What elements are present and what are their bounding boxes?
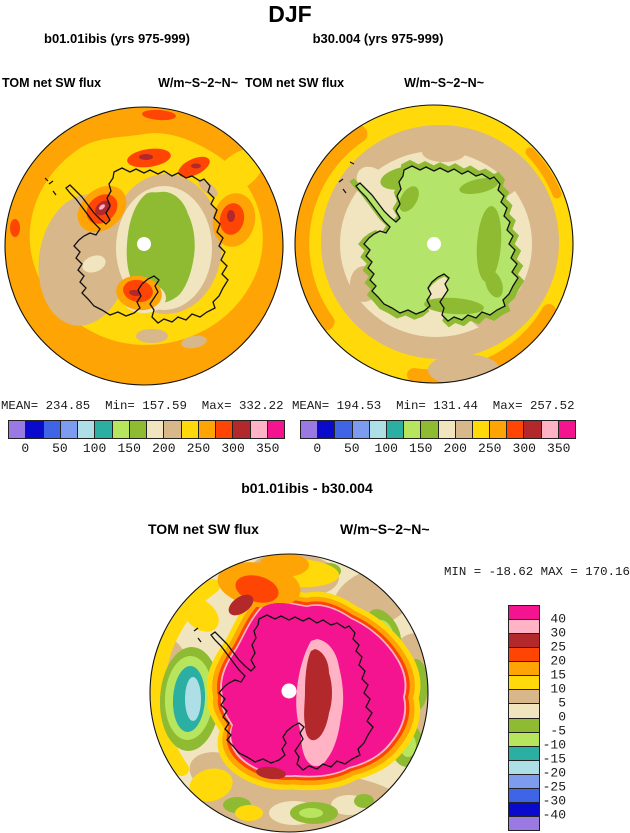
panel-b-stats: MEAN= 194.53 Min= 131.44 Max= 257.52 bbox=[292, 399, 575, 413]
panel-a-subtitle: b01.01ibis (yrs 975-999) bbox=[44, 31, 190, 46]
panel-a-units-label: W/m~S~2~N~ bbox=[158, 76, 238, 90]
panel-a-stats: MEAN= 234.85 Min= 157.59 Max= 332.22 bbox=[1, 399, 284, 413]
colorbar-panel-b-ticks: 0 50 100 150 200 250 300 350 bbox=[313, 441, 571, 456]
panel-b-units-label: W/m~S~2~N~ bbox=[404, 76, 484, 90]
colorbar-diff bbox=[508, 605, 540, 831]
map-panel-diff bbox=[149, 553, 429, 833]
map-panel-a bbox=[4, 106, 284, 386]
panel-a-field-label: TOM net SW flux bbox=[2, 76, 102, 90]
map-rim bbox=[294, 104, 574, 384]
pole-hole bbox=[427, 237, 441, 251]
diff-minmax: MIN = -18.62 MAX = 170.16 bbox=[444, 565, 630, 579]
colorbar-panel-a bbox=[8, 420, 285, 439]
pole-hole bbox=[281, 683, 297, 699]
panel-b-subtitle: b30.004 (yrs 975-999) bbox=[312, 31, 444, 46]
island-coastlines bbox=[44, 177, 57, 196]
colorbar-diff-ticks: 40 30 25 20 15 10 5 0 -5 -10 -15 -20 -25… bbox=[542, 611, 566, 823]
island-coastlines bbox=[338, 161, 355, 194]
panel-a-contour-fills bbox=[5, 107, 283, 385]
season-title: DJF bbox=[268, 1, 312, 27]
island-coastlines bbox=[193, 627, 202, 643]
colorbar-panel-b bbox=[300, 420, 576, 439]
diff-subtitle: b01.01ibis - b30.004 bbox=[241, 480, 373, 496]
diff-field-label: TOM net SW flux bbox=[148, 521, 259, 537]
map-rim bbox=[149, 553, 429, 833]
map-rim bbox=[4, 106, 284, 386]
diff-units-label: W/m~S~2~N~ bbox=[340, 521, 430, 537]
panel-b-field-label: TOM net SW flux bbox=[245, 76, 345, 90]
panel-b-contour-fills bbox=[295, 105, 573, 383]
pole-hole bbox=[137, 237, 151, 251]
panel-diff-contour-fills bbox=[150, 554, 428, 832]
map-panel-b bbox=[294, 104, 574, 384]
colorbar-panel-a-ticks: 0 50 100 150 200 250 300 350 bbox=[21, 441, 280, 456]
